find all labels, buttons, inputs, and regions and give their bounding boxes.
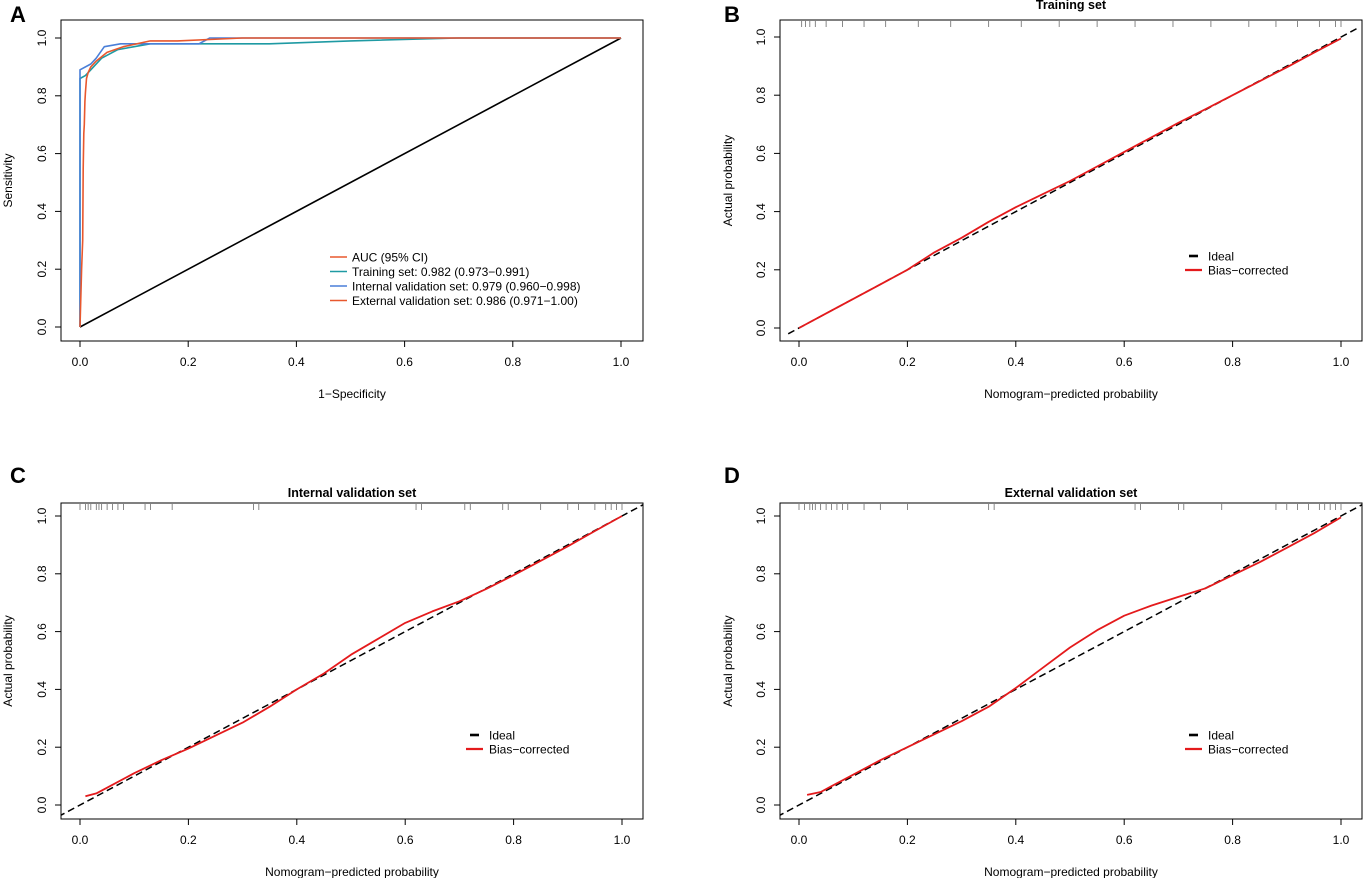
series-group — [61, 503, 643, 817]
x-tick-label: 0.8 — [1224, 833, 1241, 847]
y-axis-label: Actual probability — [721, 135, 735, 226]
series-line-training — [79, 37, 621, 327]
legend-label: Bias−corrected — [1208, 743, 1288, 757]
legend-label: Training set: 0.982 (0.973−0.991) — [352, 265, 529, 279]
panel-letter: C — [10, 463, 26, 488]
y-tick-label: 1.0 — [754, 507, 768, 524]
y-axis-label: Sensitivity — [1, 153, 15, 207]
series-line-bias−corrected — [85, 515, 623, 798]
legend-label: Bias−corrected — [489, 743, 569, 757]
panel-d: D External validation set 0.0 0.2 0.4 0.6 0.8 1… — [721, 463, 1363, 878]
chart-title: Internal validation set — [288, 486, 417, 500]
x-axis-label: Nomogram−predicted probability — [984, 865, 1158, 878]
x-axis-label: Nomogram−predicted probability — [984, 387, 1158, 401]
y-tick-label: 0.8 — [35, 87, 49, 104]
x-tick-label: 0.0 — [791, 833, 808, 847]
y-tick-label: 0.8 — [35, 565, 49, 582]
y-tick-label: 1.0 — [35, 507, 49, 524]
x-tick-label: 0.0 — [791, 355, 808, 369]
y-tick-label: 0.0 — [35, 318, 49, 335]
y-tick-label: 0.2 — [35, 739, 49, 756]
x-tick-label: 1.0 — [613, 355, 630, 369]
x-tick-label: 0.4 — [1007, 355, 1024, 369]
y-axis-label: Actual probability — [1, 615, 15, 706]
x-tick-label: 0.0 — [72, 355, 89, 369]
series-group — [79, 37, 622, 328]
plot-frame — [60, 19, 644, 342]
y-tick-label: 1.0 — [35, 29, 49, 46]
x-tick-label: 0.2 — [180, 833, 197, 847]
y-tick-label: 0.4 — [754, 203, 768, 220]
y-tick-label: 0.2 — [754, 739, 768, 756]
chart-title: Training set — [1036, 0, 1107, 12]
y-tick-label: 0.8 — [754, 565, 768, 582]
y-tick-label: 0.2 — [754, 261, 768, 278]
x-tick-label: 0.4 — [288, 833, 305, 847]
x-tick-label: 0.6 — [1116, 355, 1133, 369]
x-tick-label: 1.0 — [1333, 833, 1350, 847]
x-tick-label: 0.2 — [899, 833, 916, 847]
panel-c: C Internal validation set 0.0 0.2 0.4 0.6 0.8 1… — [1, 463, 644, 878]
plot-frame — [60, 502, 644, 820]
y-tick-label: 0.0 — [754, 319, 768, 336]
x-tick-label: 0.4 — [288, 355, 305, 369]
y-tick-label: 0.6 — [754, 623, 768, 640]
series-line-external — [79, 37, 621, 328]
x-tick-label: 0.8 — [505, 833, 522, 847]
x-tick-label: 0.0 — [72, 833, 89, 847]
panel-letter: B — [724, 2, 740, 27]
x-tick-label: 0.6 — [396, 355, 413, 369]
legend-label: Bias−corrected — [1208, 264, 1288, 278]
series-line-bias−corrected — [806, 516, 1342, 796]
chart-title: External validation set — [1005, 486, 1139, 500]
plot-frame — [779, 502, 1363, 820]
legend-label: AUC (95% CI) — [352, 251, 428, 265]
legend-label: Ideal — [1208, 729, 1234, 743]
x-tick-label: 0.8 — [504, 355, 521, 369]
y-axis-label: Actual probability — [721, 615, 735, 706]
x-axis-label: Nomogram−predicted probability — [265, 865, 439, 878]
series-group — [787, 27, 1358, 335]
y-tick-label: 0.0 — [754, 796, 768, 813]
legend-label: Ideal — [1208, 250, 1234, 264]
x-tick-label: 0.6 — [1116, 833, 1133, 847]
y-tick-label: 0.4 — [35, 681, 49, 698]
x-tick-label: 0.6 — [397, 833, 414, 847]
y-tick-label: 0.8 — [754, 87, 768, 104]
panel-b: B Training set 0.0 0.2 0.4 0.6 0.8 1.0 0.0 0.2 0.4… — [721, 0, 1363, 401]
y-tick-label: 0.6 — [35, 623, 49, 640]
x-tick-label: 0.2 — [899, 355, 916, 369]
series-line-ideal — [780, 503, 1362, 817]
x-tick-label: 0.8 — [1224, 355, 1241, 369]
y-tick-label: 0.4 — [35, 203, 49, 220]
plot-frame — [779, 19, 1363, 342]
x-tick-label: 1.0 — [1333, 355, 1350, 369]
x-axis-label: 1−Specificity — [318, 387, 386, 401]
panel-letter: D — [724, 463, 740, 488]
x-tick-label: 0.4 — [1007, 833, 1024, 847]
series-line-ideal — [61, 503, 643, 817]
series-line-bias−corrected — [798, 37, 1342, 329]
panel-letter: A — [10, 2, 26, 27]
y-tick-label: 0.2 — [35, 261, 49, 278]
series-line-ideal — [787, 27, 1358, 335]
legend-label: Internal validation set: 0.979 (0.960−0.… — [352, 280, 581, 294]
y-tick-label: 0.6 — [754, 145, 768, 162]
legend-label: Ideal — [489, 729, 515, 743]
x-tick-label: 1.0 — [614, 833, 631, 847]
y-tick-label: 0.6 — [35, 145, 49, 162]
legend-label: External validation set: 0.986 (0.971−1.… — [352, 294, 578, 308]
panel-a: A 0.0 0.2 0.4 0.6 0.8 1.0 0.0 0.2 0.4 0.6 0.8 1.0 1−S… — [1, 2, 644, 401]
reference-diagonal — [79, 37, 622, 328]
y-tick-label: 0.4 — [754, 681, 768, 698]
x-tick-label: 0.2 — [180, 355, 197, 369]
series-group — [780, 503, 1362, 817]
y-tick-label: 0.0 — [35, 796, 49, 813]
y-tick-label: 1.0 — [754, 28, 768, 45]
